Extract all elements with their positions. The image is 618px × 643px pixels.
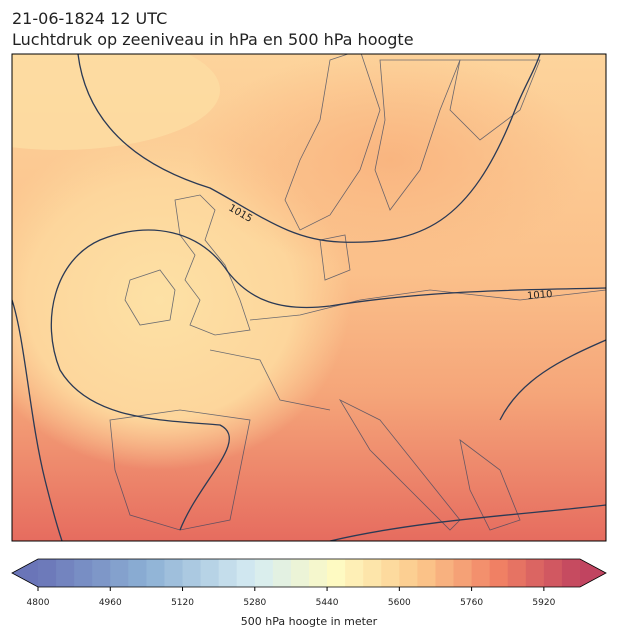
colorbar-segment: [110, 559, 129, 587]
colorbar-segment: [471, 559, 491, 587]
colorbar-segment: [309, 559, 328, 587]
colorbar-segment: [92, 559, 111, 587]
colorbar-extend-high: [580, 559, 606, 587]
colorbar-segment: [327, 559, 346, 587]
colorbar-tick-label: 5920: [532, 598, 555, 608]
colorbar-segment: [128, 559, 147, 587]
colorbar-segment: [363, 559, 382, 587]
colorbar-tick-label: 4960: [99, 598, 122, 608]
colorbar-segment: [218, 559, 238, 587]
colorbar-segment: [146, 559, 165, 587]
colorbar-tick-label: 5600: [388, 598, 411, 608]
colorbar-extend-low: [12, 559, 38, 587]
colorbar-segment: [290, 559, 310, 587]
colorbar-tick-label: 4800: [27, 598, 50, 608]
colorbar-tick-label: 5120: [171, 598, 194, 608]
colorbar-segment: [543, 559, 563, 587]
colorbar-segment: [399, 559, 418, 587]
colorbar-segment: [56, 559, 75, 587]
map: 1015 1010: [12, 54, 606, 541]
colorbar-segment: [489, 559, 509, 587]
colorbar-segment: [507, 559, 527, 587]
colorbar-segment: [38, 559, 57, 587]
colorbar-segment: [236, 559, 256, 587]
colorbar-tick-label: 5440: [316, 598, 339, 608]
colorbar-segment: [453, 559, 473, 587]
colorbar-frame: [11, 558, 607, 588]
colorbar-segment: [272, 559, 292, 587]
colorbar-segment: [182, 559, 202, 587]
colorbar-label: 500 hPa hoogte in meter: [241, 615, 378, 628]
colorbar-segment: [74, 559, 93, 587]
colorbar-segment: [435, 559, 455, 587]
coastlines: [109, 54, 606, 531]
colorbar-segment: [254, 559, 274, 587]
title-line-2: Luchtdruk op zeeniveau in hPa en 500 hPa…: [12, 30, 414, 49]
colorbar-segment: [417, 559, 436, 587]
colorbar: 4800 4960 5120 5280 5440 5600 5760 5920: [11, 558, 607, 608]
colorbar-segment: [164, 559, 184, 587]
isobars: [12, 54, 606, 541]
colorbar-segment: [381, 559, 400, 587]
colorbar-segment: [200, 559, 220, 587]
colorbar-segment: [345, 559, 364, 587]
colorbar-segment: [561, 559, 581, 587]
colorbar-tick-label: 5280: [243, 598, 266, 608]
colorbar-segment: [525, 559, 545, 587]
contour-label: 1010: [527, 289, 553, 302]
map-frame: [11, 53, 607, 542]
colorbar-tick-label: 5760: [460, 598, 483, 608]
title-line-1: 21-06-1824 12 UTC: [12, 9, 167, 28]
